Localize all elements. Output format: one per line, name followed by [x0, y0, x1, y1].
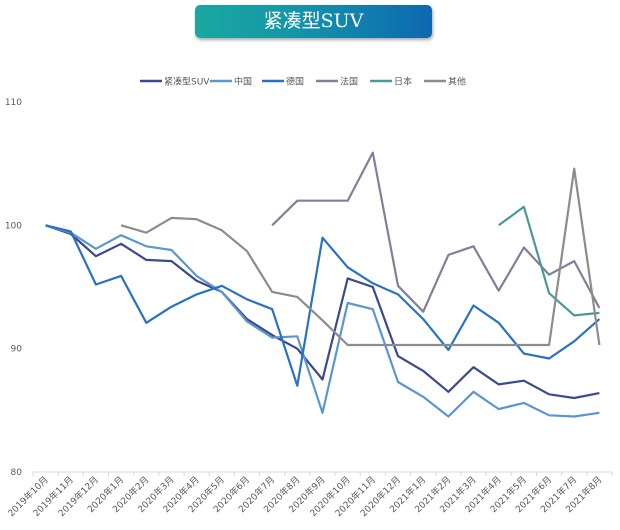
- legend-item: 法国: [316, 76, 358, 88]
- legend-label: 日本: [394, 76, 412, 88]
- x-axis: 2019年10月2019年11月2019年12月2020年1月2020年2月20…: [5, 471, 613, 519]
- legend-item: 德国: [262, 76, 304, 88]
- y-tick-label: 80: [11, 468, 23, 478]
- legend-label: 紧凑型SUV: [164, 76, 210, 88]
- series-德国: [45, 224, 601, 387]
- y-tick-label: 90: [11, 345, 23, 355]
- series-line: [271, 151, 601, 313]
- plot-area: [45, 151, 601, 418]
- series-line: [498, 205, 600, 317]
- y-tick-label: 110: [5, 98, 22, 108]
- legend-item: 其他: [424, 76, 466, 88]
- series-其他: [120, 167, 601, 347]
- y-axis: 80 90 100 110: [5, 98, 22, 478]
- legend-label: 其他: [448, 76, 466, 88]
- legend-label: 德国: [286, 76, 304, 88]
- legend-label: 中国: [234, 76, 252, 88]
- legend-label: 法国: [340, 76, 358, 88]
- legend: 紧凑型SUV 中国 德国 法国 日本 其他: [140, 76, 466, 88]
- series-中国: [45, 224, 600, 418]
- series-紧凑型SUV: [45, 224, 600, 400]
- legend-item: 日本: [370, 76, 412, 88]
- chart-title: 紧凑型SUV: [195, 5, 432, 38]
- legend-item: 紧凑型SUV: [140, 76, 210, 88]
- series-line: [45, 224, 600, 418]
- legend-item: 中国: [210, 76, 252, 88]
- y-tick-label: 100: [5, 221, 22, 231]
- series-line: [45, 224, 601, 387]
- series-line: [120, 167, 601, 347]
- series-line: [45, 224, 600, 400]
- series-法国: [271, 151, 601, 313]
- series-日本: [498, 205, 600, 317]
